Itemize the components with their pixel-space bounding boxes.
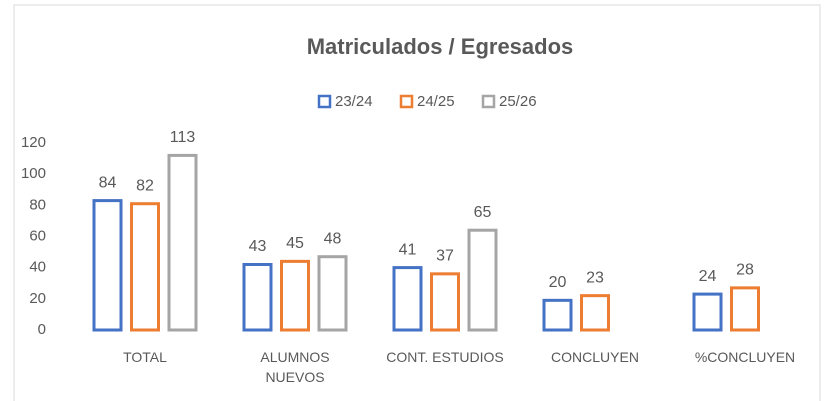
data-label: 28	[736, 262, 754, 279]
bar	[467, 228, 498, 332]
bar	[92, 199, 123, 332]
legend-label: 23/24	[335, 93, 373, 110]
bar	[130, 202, 160, 332]
data-label: 113	[170, 129, 196, 146]
chart-title: Matriculados / Egresados	[307, 34, 574, 59]
bar	[317, 255, 348, 332]
y-tick-label: 100	[21, 165, 46, 182]
bar	[242, 262, 273, 332]
bar	[580, 294, 610, 332]
legend-label: 25/26	[499, 93, 537, 110]
x-tick-label: ALUMNOS NUEVOS	[260, 349, 330, 385]
y-tick-label: 120	[21, 134, 46, 151]
data-label: 84	[99, 174, 117, 191]
y-tick-label: 80	[29, 196, 46, 213]
data-label: 20	[549, 274, 567, 291]
y-tick-label: 0	[38, 321, 46, 338]
data-label: 37	[436, 248, 454, 265]
bar	[430, 272, 460, 332]
bar	[167, 153, 198, 332]
legend-label: 24/25	[417, 93, 455, 110]
y-tick-label: 20	[29, 290, 46, 307]
data-label: 23	[586, 269, 604, 286]
bar	[392, 266, 423, 332]
data-label: 41	[399, 241, 417, 258]
bar	[692, 292, 723, 332]
bar	[280, 259, 310, 332]
x-tick-label: CONT. ESTUDIOS	[386, 349, 504, 365]
bar	[542, 298, 573, 332]
x-tick-label: CONCLUYEN	[551, 349, 639, 365]
bar	[730, 286, 760, 332]
data-label: 45	[286, 235, 304, 252]
data-label: 43	[249, 238, 267, 255]
data-label: 48	[324, 230, 342, 247]
legend-swatch	[399, 94, 414, 109]
data-label: 82	[136, 177, 154, 194]
data-label: 24	[699, 268, 717, 285]
x-tick-label: %CONCLUYEN	[694, 349, 796, 365]
legend-swatch	[317, 94, 332, 109]
data-label: 65	[474, 204, 492, 221]
legend-swatch	[481, 94, 496, 109]
y-tick-label: 40	[29, 259, 46, 276]
y-tick-label: 60	[29, 227, 46, 244]
x-tick-label: TOTAL	[123, 349, 167, 365]
